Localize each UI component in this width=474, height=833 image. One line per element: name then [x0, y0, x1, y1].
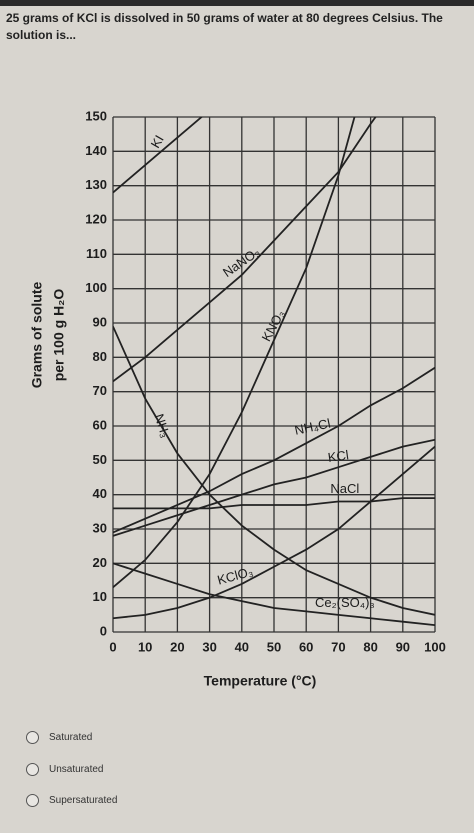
option-label: Supersaturated — [49, 795, 118, 806]
series-label: KI — [148, 132, 167, 150]
series-label: Ce₂(SO₄)₃ — [315, 595, 375, 610]
y-tick-label: 60 — [93, 417, 107, 432]
series-line — [113, 497, 435, 510]
x-tick-label: 10 — [138, 639, 152, 654]
x-tick-label: 0 — [109, 639, 116, 654]
series-line — [113, 366, 435, 534]
series-label: KCl — [327, 447, 350, 465]
x-axis-label: Temperature (°C) — [204, 673, 317, 689]
series-line — [113, 117, 377, 383]
radio[interactable] — [26, 763, 39, 776]
series-label: NH₄Cl — [293, 416, 332, 438]
option[interactable]: Saturated — [26, 731, 92, 744]
series-line — [113, 438, 435, 537]
y-tick-label: 0 — [100, 623, 107, 638]
y-tick-label: 40 — [93, 486, 107, 501]
option[interactable]: Supersaturated — [26, 794, 117, 807]
series-label: KNO₃ — [259, 307, 288, 344]
y-tick-label: 150 — [85, 108, 107, 123]
plot-area — [113, 117, 435, 627]
x-tick-label: 80 — [363, 639, 377, 654]
option-label: Unsaturated — [49, 764, 104, 775]
x-tick-label: 20 — [170, 639, 184, 654]
series-label: KClO₃ — [216, 564, 255, 588]
radio[interactable] — [26, 731, 39, 744]
chart: Temperature (°C) Grams of solute per 100… — [29, 108, 446, 689]
y-tick-label: 70 — [93, 383, 107, 398]
top-bar — [0, 0, 474, 6]
y-tick-label: 90 — [93, 314, 107, 329]
y-tick-label: 80 — [93, 349, 107, 364]
option[interactable]: Unsaturated — [26, 763, 103, 776]
y-tick-label: 110 — [86, 246, 107, 261]
series-line — [113, 117, 356, 589]
x-tick-label: 70 — [331, 639, 345, 654]
radio[interactable] — [26, 794, 39, 807]
y-tick-label: 140 — [85, 143, 107, 158]
y-tick-label: 30 — [93, 520, 107, 535]
series-line — [113, 117, 203, 194]
x-tick-label: 60 — [299, 639, 313, 654]
series-label: NaCl — [330, 481, 359, 496]
question: 25 grams of KCl is dissolved in 50 grams… — [6, 11, 443, 42]
y-axis-label: per 100 g H₂O — [51, 289, 67, 382]
y-tick-label: 20 — [93, 555, 107, 570]
x-tick-label: 30 — [202, 639, 216, 654]
series-line — [113, 562, 435, 627]
option-label: Saturated — [49, 732, 93, 743]
x-tick-label: 40 — [235, 639, 249, 654]
x-tick-label: 90 — [396, 639, 410, 654]
x-tick-label: 50 — [267, 639, 281, 654]
y-tick-label: 50 — [93, 452, 107, 467]
y-axis-label: Grams of solute — [29, 282, 45, 389]
y-tick-label: 10 — [93, 589, 107, 604]
y-tick-label: 120 — [85, 211, 107, 226]
x-tick-label: 100 — [424, 639, 446, 654]
y-tick-label: 130 — [85, 177, 107, 192]
series-label: NH₃ — [151, 412, 173, 440]
series-line — [113, 445, 435, 620]
y-tick-label: 100 — [85, 280, 107, 295]
series-line — [113, 326, 435, 616]
